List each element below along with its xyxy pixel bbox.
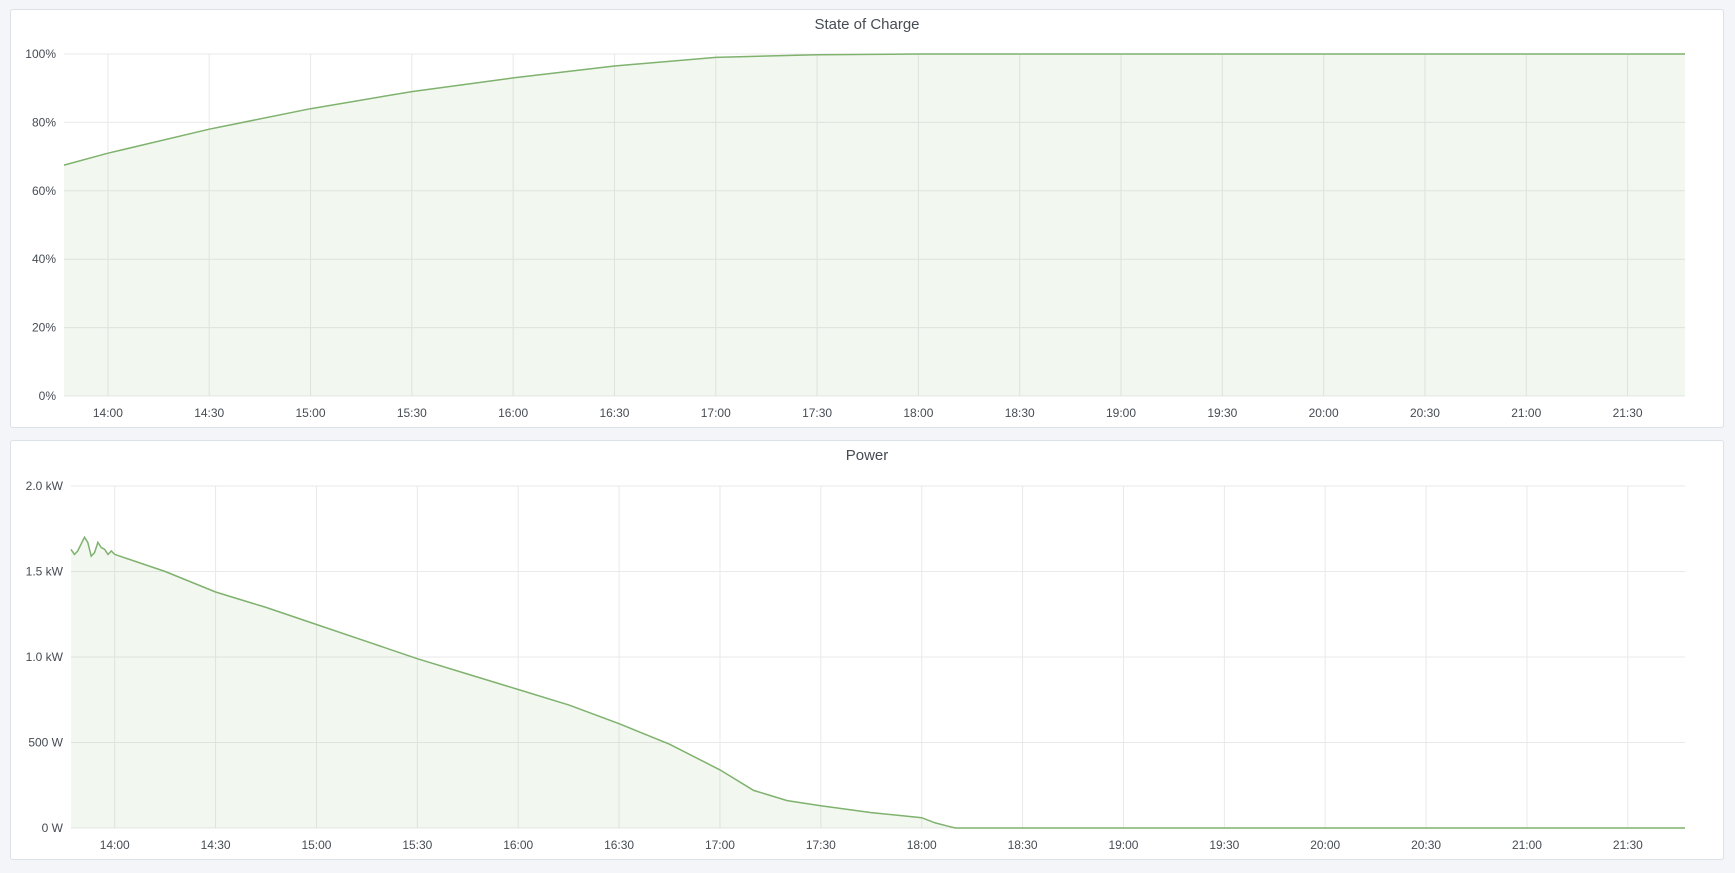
x-tick-label: 21:00: [1512, 838, 1542, 852]
x-tick-label: 21:30: [1613, 838, 1643, 852]
y-tick-label: 1.5 kW: [26, 565, 64, 579]
x-tick-label: 20:00: [1309, 406, 1339, 420]
x-tick-label: 17:30: [806, 838, 836, 852]
y-tick-label: 80%: [32, 115, 56, 129]
series-line: [63, 53, 1685, 166]
x-tick-label: 19:30: [1209, 838, 1239, 852]
x-tick-label: 16:30: [599, 406, 629, 420]
y-tick-label: 0%: [39, 389, 57, 403]
x-tick-label: 16:30: [604, 838, 634, 852]
x-tick-label: 14:00: [93, 406, 123, 420]
x-tick-label: 14:00: [100, 838, 130, 852]
series-area: [71, 537, 1685, 828]
x-tick-label: 15:00: [296, 406, 326, 420]
x-tick-label: 15:00: [301, 838, 331, 852]
x-tick-label: 18:00: [903, 406, 933, 420]
power-chart: 0 W 500 W 1.0 kW 1.5 kW 2.0 kW 14:00 14:30 15:0…: [26, 479, 1685, 852]
state-of-charge-panel: State of Charge 0% 20% 40% 60% 80% 100% 14:00 1…: [10, 9, 1724, 428]
x-tick-label: 14:30: [201, 838, 231, 852]
x-tick-label: 20:30: [1411, 838, 1441, 852]
x-tick-label: 16:00: [498, 406, 528, 420]
y-tick-label: 40%: [32, 252, 56, 266]
x-tick-label: 17:00: [705, 838, 735, 852]
x-tick-label: 19:30: [1207, 406, 1237, 420]
y-tick-label: 0 W: [42, 821, 64, 835]
y-tick-label: 20%: [32, 321, 56, 335]
x-tick-label: 14:30: [194, 406, 224, 420]
x-tick-label: 19:00: [1108, 838, 1138, 852]
x-tick-label: 16:00: [503, 838, 533, 852]
y-tick-label: 60%: [32, 184, 56, 198]
panel-title: Power: [845, 447, 889, 464]
power-panel: Power 0 W 500 W 1.0 kW 1.5 kW 2.0 kW 14:00 14:…: [10, 440, 1724, 860]
state-of-charge-chart: 0% 20% 40% 60% 80% 100% 14:00 14:30 15:00 15:30 16…: [25, 47, 1685, 420]
x-tick-label: 15:30: [397, 406, 427, 420]
x-tick-label: 21:30: [1613, 406, 1643, 420]
y-tick-label: 2.0 kW: [26, 479, 64, 493]
x-tick-label: 20:00: [1310, 838, 1340, 852]
x-tick-label: 15:30: [402, 838, 432, 852]
y-tick-label: 1.0 kW: [26, 650, 64, 664]
x-tick-label: 20:30: [1410, 406, 1440, 420]
panel-title: State of Charge: [814, 16, 920, 33]
series-area: [64, 54, 1685, 396]
x-tick-label: 19:00: [1106, 406, 1136, 420]
x-tick-label: 17:30: [802, 406, 832, 420]
x-tick-label: 21:00: [1511, 406, 1541, 420]
series-line: [70, 535, 1685, 829]
x-tick-label: 17:00: [701, 406, 731, 420]
y-tick-label: 100%: [25, 47, 56, 61]
x-tick-label: 18:30: [1008, 838, 1038, 852]
x-tick-label: 18:00: [907, 838, 937, 852]
y-tick-label: 500 W: [28, 736, 63, 750]
x-tick-label: 18:30: [1005, 406, 1035, 420]
